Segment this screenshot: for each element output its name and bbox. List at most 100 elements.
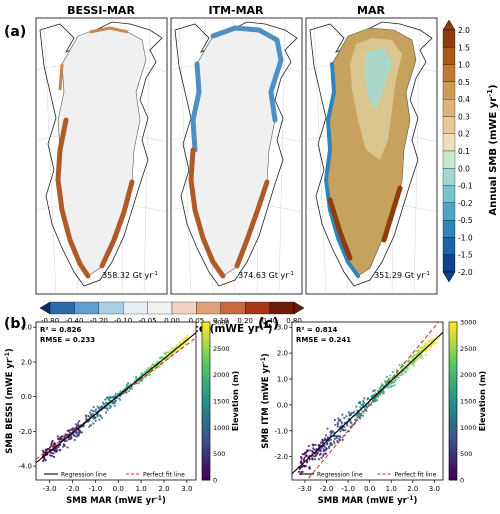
elevation-colorbar-segment [202, 357, 210, 362]
elevation-colorbar-segment [449, 416, 457, 422]
elevation-colorbar-segment [202, 337, 210, 343]
data-point [49, 454, 52, 457]
y-tick-label: 2.0 [21, 358, 32, 366]
colorbar-segment [220, 301, 246, 315]
elevation-colorbar-segment [202, 325, 210, 331]
data-point [42, 459, 45, 463]
elevation-colorbar-segment [202, 353, 210, 358]
data-point [145, 370, 148, 373]
data-point [361, 414, 364, 417]
data-point [336, 425, 339, 428]
elevation-colorbar-segment [202, 397, 210, 402]
data-point [99, 415, 102, 418]
data-point [49, 446, 52, 449]
elevation-colorbar-segment [449, 377, 457, 382]
elevation-colorbar-segment [449, 325, 457, 331]
elevation-tick-label: 500 [460, 450, 472, 458]
coastline [39, 21, 163, 287]
elevation-colorbar-segment [202, 436, 210, 441]
colorbar-segment [442, 185, 456, 204]
elevation-tick-label: 3000 [460, 319, 477, 327]
data-point [406, 367, 409, 370]
data-point [398, 373, 401, 376]
colorbar-segment [442, 47, 456, 65]
data-point [379, 387, 382, 390]
elevation-colorbar-segment [449, 440, 457, 445]
data-point [316, 452, 319, 455]
colorbar-arrow-high [293, 301, 305, 315]
data-point [50, 443, 53, 446]
data-point [112, 401, 115, 405]
elevation-colorbar-segment [202, 472, 210, 477]
data-point [376, 399, 379, 402]
smb-south-west [327, 185, 403, 261]
map-mar: MAR 351.29 Gt yr-1 [305, 4, 438, 295]
data-point [80, 431, 84, 434]
elevation-colorbar-segment [202, 333, 210, 339]
elevation-colorbar-segment [449, 369, 457, 374]
data-point [324, 452, 327, 455]
elevation-colorbar-segment [449, 428, 457, 433]
r2-stat: R² = 0.814 [296, 326, 337, 334]
colorbar-segment [98, 301, 124, 315]
data-point [357, 401, 360, 404]
data-point [50, 454, 54, 457]
data-point [420, 356, 423, 359]
data-point [303, 456, 306, 459]
data-point [77, 434, 80, 437]
legend-perfect-label: Perfect fit line [143, 472, 185, 479]
colorbar-tick-label: 0.3 [458, 112, 470, 121]
elevation-colorbar-segment [449, 322, 457, 327]
colorbar-tick-label: -0.2 [458, 199, 473, 208]
elevation-colorbar-segment [449, 337, 457, 343]
data-point [299, 456, 303, 459]
data-point [352, 411, 355, 414]
colorbar-segment [442, 254, 456, 273]
elevation-colorbar-label: Elevation (m) [231, 371, 240, 431]
y-axis-label: SMB BESSI (mWE yr-1) [4, 348, 15, 454]
colorbar-tick-label: -0.10 [114, 317, 132, 325]
data-point [108, 407, 111, 410]
data-point [314, 455, 317, 458]
data-point [62, 443, 65, 446]
data-point [412, 361, 416, 364]
data-point [141, 373, 144, 376]
colorbar-tick-label: 0.1 [458, 147, 470, 156]
elevation-colorbar-segment [202, 404, 210, 410]
colorbar-segment [442, 237, 456, 255]
map-title: MAR [357, 4, 385, 17]
data-point [59, 437, 62, 440]
data-point [324, 434, 328, 437]
x-tick-label: -3.0 [43, 485, 57, 493]
elevation-colorbar-segment [202, 460, 210, 465]
data-point [304, 451, 307, 454]
elevation-colorbar-segment [449, 448, 457, 453]
data-point [105, 411, 108, 414]
elevation-colorbar-segment [202, 448, 210, 453]
colorbar-segment [269, 301, 295, 315]
data-point [407, 360, 410, 363]
data-point [89, 424, 92, 427]
elevation-colorbar-segment [202, 389, 210, 394]
data-point [428, 348, 431, 351]
elevation-tick-label: 1500 [213, 398, 230, 406]
data-point [102, 402, 105, 405]
map-total: 374.63 Gt yr-1 [238, 271, 294, 280]
data-point [412, 364, 415, 367]
elevation-tick-label: 2500 [213, 345, 230, 353]
x-tick-label: 2.0 [158, 485, 169, 493]
data-point [309, 449, 312, 452]
colorbar-segment [442, 29, 456, 48]
elevation-colorbar-segment [449, 476, 457, 481]
data-point [300, 460, 303, 463]
data-point [186, 334, 189, 337]
data-point [339, 436, 342, 439]
elevation-colorbar-segment [449, 397, 457, 402]
data-point [72, 433, 75, 436]
data-point [62, 445, 65, 448]
r2-stat: R² = 0.826 [40, 326, 81, 334]
elevation-colorbar-label: Elevation (m) [478, 371, 487, 431]
data-point [91, 410, 95, 413]
margin-north [58, 26, 129, 91]
colorbar-segment [196, 301, 221, 315]
